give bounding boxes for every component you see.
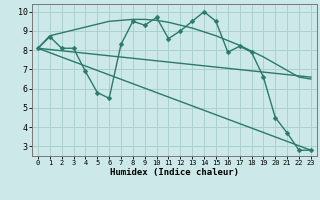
X-axis label: Humidex (Indice chaleur): Humidex (Indice chaleur) (110, 168, 239, 177)
